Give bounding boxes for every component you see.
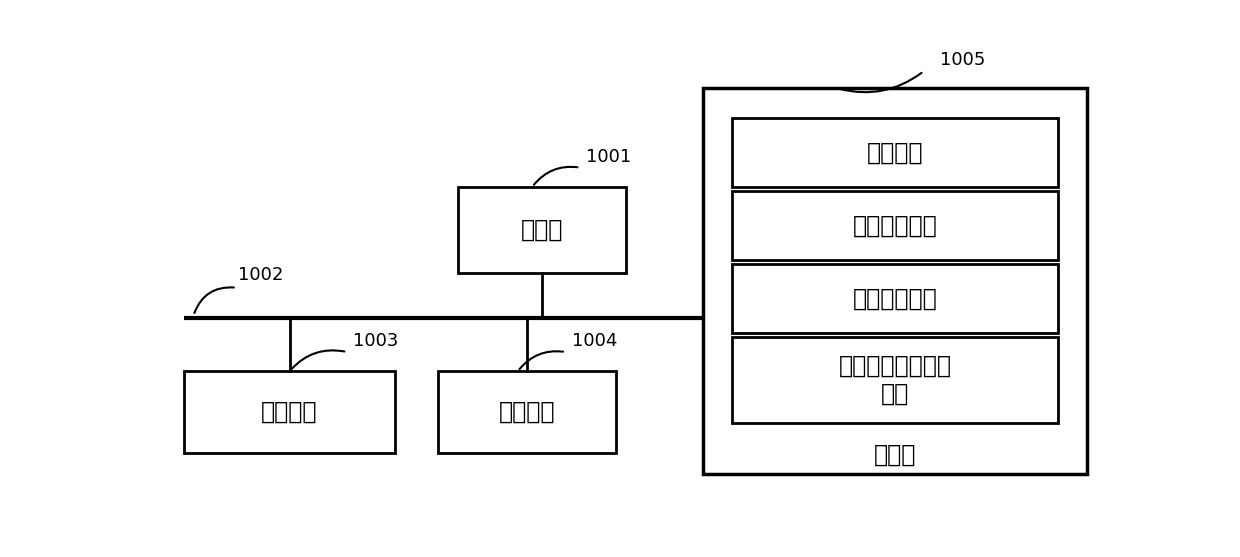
Bar [458, 187, 626, 273]
Bar [703, 88, 1087, 474]
Bar [439, 372, 616, 453]
Text: 网络通信模块: 网络通信模块 [853, 213, 937, 237]
Text: 用户接口: 用户接口 [262, 400, 317, 424]
Bar [732, 118, 1058, 187]
Text: 1002: 1002 [238, 266, 284, 284]
Text: 存储器: 存储器 [874, 443, 916, 467]
Text: 用户接口模块: 用户接口模块 [853, 286, 937, 310]
Text: 1005: 1005 [940, 51, 985, 70]
Bar [732, 191, 1058, 260]
Text: 1001: 1001 [587, 148, 631, 166]
Text: 1003: 1003 [353, 333, 399, 350]
Text: 处理器: 处理器 [521, 218, 563, 242]
Text: 1004: 1004 [572, 333, 618, 350]
Text: 网络接口: 网络接口 [500, 400, 556, 424]
Bar [732, 264, 1058, 333]
Bar [732, 337, 1058, 423]
Text: 永磁同步电机控制
程序: 永磁同步电机控制 程序 [838, 354, 951, 406]
Bar [184, 372, 396, 453]
Text: 操作系统: 操作系统 [867, 140, 924, 165]
